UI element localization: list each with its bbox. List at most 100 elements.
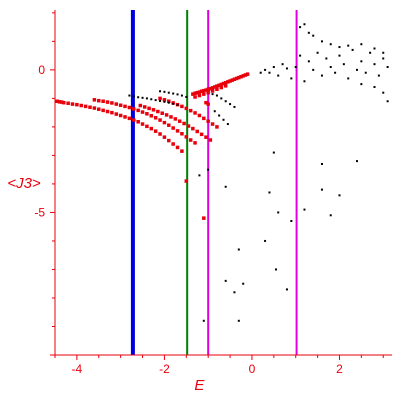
data-point [224,100,227,103]
data-point [176,103,179,106]
x-tick-label: -4 [72,362,83,376]
data-point [145,112,149,116]
data-point [245,72,250,76]
data-point [158,132,162,136]
data-point [138,103,143,108]
data-point [382,51,385,54]
y-axis-label: <J3> [7,175,41,192]
data-point [234,76,239,81]
data-point [149,114,154,118]
data-point [137,96,140,99]
data-point [197,90,202,94]
data-point [172,102,175,105]
data-point [338,46,341,49]
data-point [153,129,158,133]
data-point [132,107,136,111]
data-point [118,103,123,107]
data-point [59,100,64,104]
data-point [177,119,182,123]
data-point [167,123,171,127]
data-point [294,66,297,69]
data-point [153,116,158,120]
data-point [156,109,160,114]
data-point [105,109,110,114]
data-point [193,141,197,145]
data-point [114,102,119,106]
data-point [241,74,245,78]
data-point [226,123,229,126]
data-point [233,105,236,108]
data-point [175,145,180,150]
data-point [299,54,302,57]
data-point [75,102,79,107]
data-point [230,78,235,82]
data-point [184,106,189,111]
data-point [232,77,237,82]
data-point [128,94,131,97]
data-point [188,108,193,113]
data-point [140,110,145,114]
data-point [210,89,215,93]
data-point [97,98,101,103]
data-point [360,43,363,46]
data-point [167,99,171,103]
data-point [303,23,306,26]
data-point [223,80,228,85]
data-point [316,51,319,54]
data-point [320,162,323,165]
data-point [110,110,114,115]
data-point [123,104,127,109]
data-point [83,104,88,109]
data-point [164,113,169,117]
data-point [373,47,376,50]
x-axis-label: E [194,377,205,394]
data-point [237,319,240,322]
data-point [202,92,206,96]
data-point [386,100,389,103]
data-point [185,95,188,98]
data-point [210,86,215,90]
data-point [202,216,206,220]
data-point [312,68,315,71]
data-point [186,124,191,128]
data-point [198,174,201,177]
data-point [307,60,310,63]
data-point [233,291,236,294]
data-point [110,101,114,105]
data-point [219,82,224,87]
data-point [268,71,271,74]
data-point [386,66,389,69]
y-tick-label: -5 [34,205,45,219]
tick-marks [50,12,384,360]
data-point [208,86,213,91]
data-point [204,100,208,105]
data-points [55,23,389,322]
data-point [202,88,206,93]
data-point [142,105,147,109]
data-point [158,118,162,122]
data-point [272,151,275,154]
data-point [202,116,206,121]
data-point [355,160,358,163]
data-point [101,108,105,113]
data-point [303,80,306,83]
data-point [140,122,145,126]
data-point [360,83,363,86]
data-point [217,83,221,88]
data-point [268,191,271,194]
data-point [151,108,156,112]
data-point [145,97,148,100]
data-point [167,138,171,143]
data-point [193,91,197,96]
data-point [325,57,328,60]
data-point [312,34,315,37]
data-point [220,97,223,100]
x-tick-label: 0 [249,362,256,376]
data-point [351,48,354,51]
data-point [320,74,323,77]
data-point [191,126,195,131]
data-point [66,101,70,105]
data-point [329,214,332,217]
data-point [215,94,218,97]
data-point [147,106,151,111]
